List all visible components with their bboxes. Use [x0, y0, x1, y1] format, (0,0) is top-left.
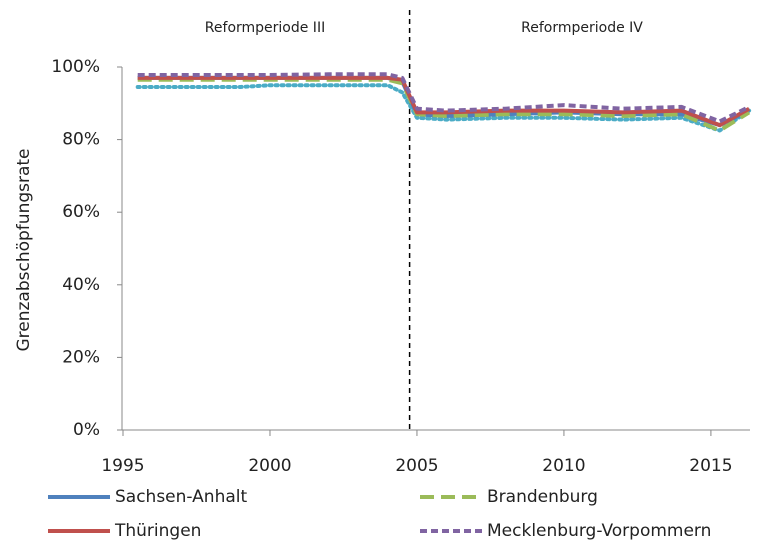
y-axis-label: Grenzabschöpfungsrate — [14, 148, 34, 351]
series-line — [137, 75, 751, 128]
y-tick-label: 100% — [51, 57, 100, 77]
legend-label: Thüringen — [114, 521, 201, 541]
y-tick-label: 60% — [62, 202, 100, 222]
x-tick-label: 1995 — [101, 456, 144, 476]
y-tick-label: 80% — [62, 130, 100, 150]
x-tick-label: 2010 — [542, 456, 585, 476]
x-tick-label: 2005 — [395, 456, 438, 476]
series-line — [135, 83, 752, 133]
y-tick-label: 0% — [73, 420, 100, 440]
x-tick-label: 2015 — [689, 456, 732, 476]
annotation: Reformperiode IV — [521, 20, 643, 36]
legend-label: Mecklenburg-Vorpommern — [487, 521, 711, 541]
legend-label: Sachsen-Anhalt — [115, 487, 247, 507]
y-tick-label: 20% — [62, 347, 100, 367]
series-line — [137, 72, 750, 124]
annotation: Reformperiode III — [205, 20, 325, 36]
y-tick-label: 40% — [62, 275, 100, 295]
x-tick-label: 2000 — [248, 456, 291, 476]
legend-label: Brandenburg — [487, 487, 598, 507]
